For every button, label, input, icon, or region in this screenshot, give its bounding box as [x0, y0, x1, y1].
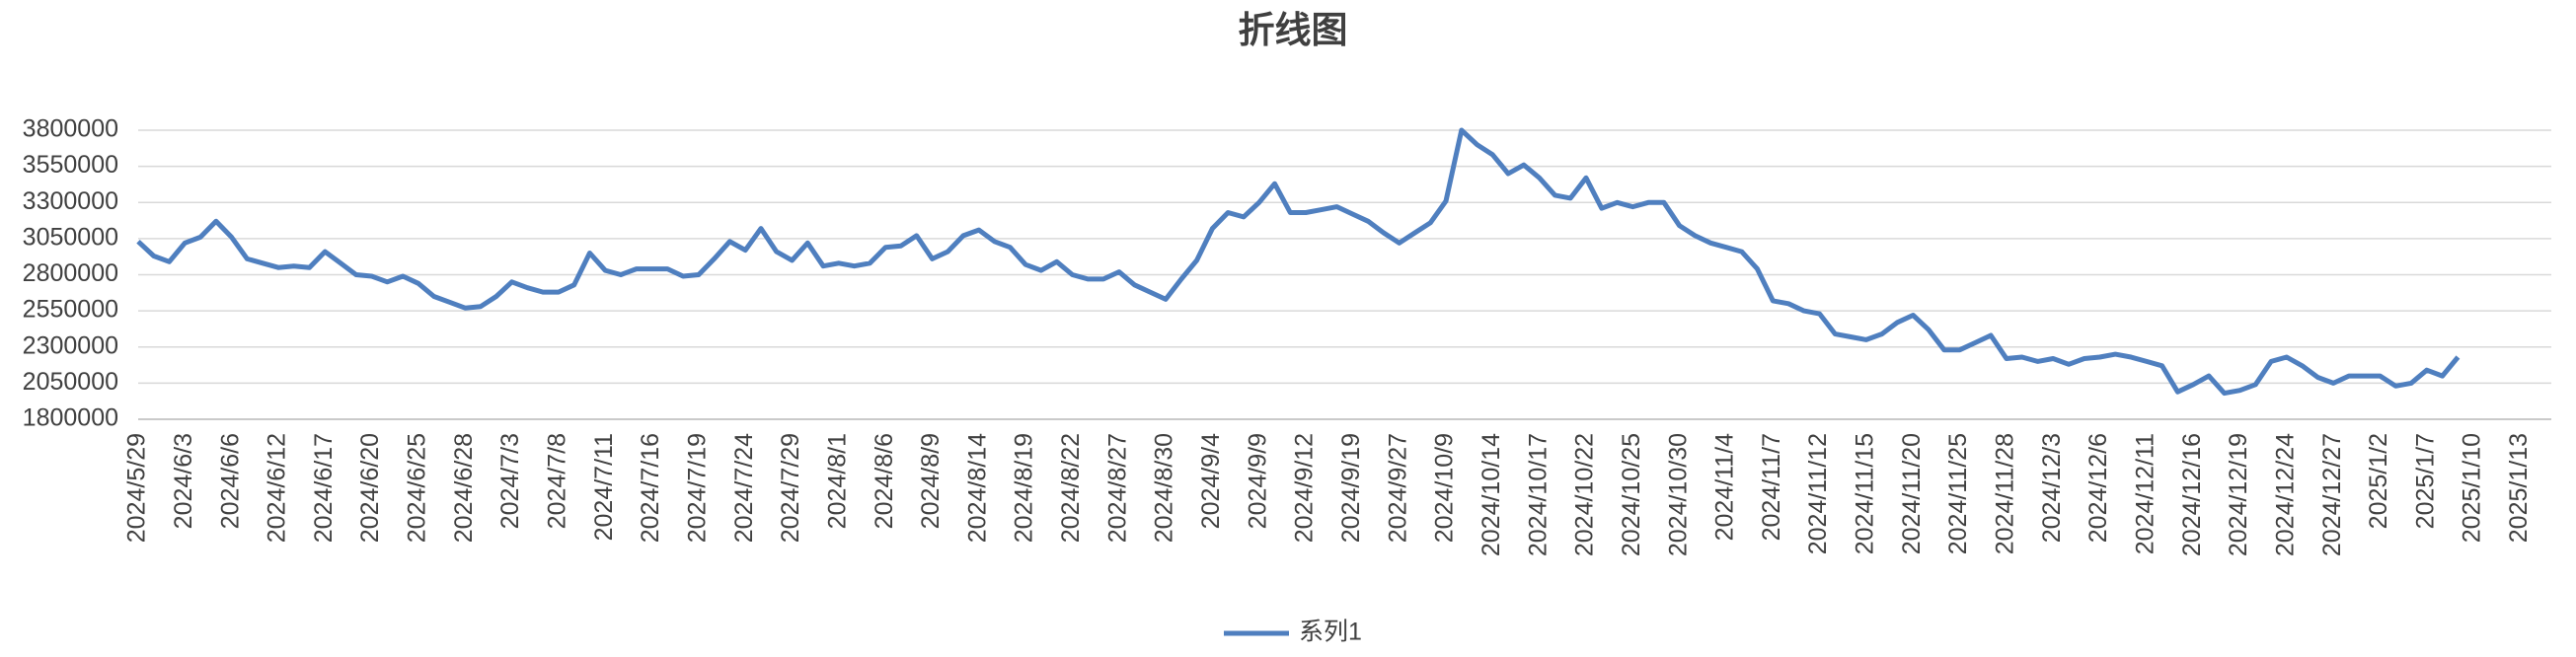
x-tick-label: 2024/7/3	[496, 433, 524, 529]
x-tick-label: 2024/12/19	[2225, 433, 2252, 556]
x-tick-label: 2024/11/25	[1944, 433, 1972, 554]
x-tick-label: 2024/12/27	[2318, 433, 2346, 556]
x-tick-label: 2024/12/6	[2084, 433, 2112, 543]
x-tick-label: 2024/11/7	[1758, 433, 1785, 541]
x-tick-label: 2024/9/9	[1244, 433, 1271, 529]
x-tick-label: 2024/6/17	[310, 433, 338, 543]
x-tick-label: 2024/12/3	[2038, 433, 2066, 543]
x-tick-label: 2024/6/25	[404, 433, 431, 543]
x-tick-label: 2025/1/7	[2411, 433, 2439, 529]
x-tick-label: 2025/1/10	[2459, 433, 2486, 543]
y-tick-label: 3050000	[23, 223, 118, 251]
x-tick-label: 2024/8/6	[871, 433, 898, 529]
x-tick-label: 2024/9/12	[1291, 433, 1319, 543]
x-tick-label: 2024/8/19	[1011, 433, 1038, 543]
x-tick-label: 2024/8/9	[917, 433, 945, 529]
x-tick-label: 2024/10/25	[1618, 433, 1645, 556]
x-tick-label: 2025/1/13	[2505, 433, 2533, 543]
legend-label: 系列1	[1299, 619, 1362, 646]
x-tick-label: 2024/6/20	[356, 433, 384, 543]
x-tick-label: 2024/12/11	[2131, 433, 2159, 554]
x-tick-label: 2024/10/22	[1571, 433, 1599, 556]
x-tick-label: 2024/11/20	[1898, 433, 1926, 554]
x-tick-label: 2024/8/1	[823, 433, 851, 529]
x-tick-label: 2024/9/19	[1337, 433, 1365, 543]
x-tick-label: 2024/11/12	[1804, 433, 1832, 554]
x-tick-label: 2024/12/24	[2271, 433, 2299, 556]
chart-title: 折线图	[1239, 10, 1348, 50]
y-tick-label: 2050000	[23, 368, 118, 396]
x-tick-label: 2024/11/4	[1711, 433, 1739, 541]
x-tick-label: 2024/11/15	[1852, 433, 1879, 554]
x-tick-label: 2024/9/4	[1197, 433, 1225, 529]
x-tick-label: 2024/11/28	[1992, 433, 2019, 554]
x-tick-label: 2024/9/27	[1384, 433, 1411, 543]
x-tick-label: 2024/7/19	[683, 433, 711, 543]
x-tick-label: 2024/8/22	[1057, 433, 1085, 543]
x-tick-label: 2024/7/16	[637, 433, 664, 543]
y-tick-label: 2300000	[23, 331, 118, 359]
x-tick-label: 2024/10/30	[1664, 433, 1692, 556]
x-tick-label: 2024/5/29	[123, 433, 151, 543]
x-tick-label: 2024/6/12	[264, 433, 291, 543]
y-tick-label: 2800000	[23, 259, 118, 287]
y-tick-label: 3550000	[23, 151, 118, 179]
x-tick-label: 2024/6/28	[450, 433, 478, 543]
x-tick-label: 2024/7/24	[730, 433, 758, 543]
x-tick-label: 2024/10/17	[1524, 433, 1552, 556]
x-tick-label: 2024/6/3	[170, 433, 197, 529]
x-tick-label: 2024/6/6	[216, 433, 244, 529]
x-tick-label: 2024/7/11	[590, 433, 618, 541]
x-tick-label: 2025/1/2	[2365, 433, 2392, 529]
x-tick-label: 2024/8/14	[963, 433, 991, 543]
x-tick-label: 2024/7/8	[544, 433, 571, 529]
y-tick-label: 1800000	[23, 404, 118, 432]
x-tick-label: 2024/10/14	[1477, 433, 1505, 556]
x-tick-label: 2024/7/29	[777, 433, 804, 543]
y-tick-label: 3300000	[23, 187, 118, 215]
x-tick-label: 2024/8/27	[1103, 433, 1131, 543]
y-tick-label: 3800000	[23, 115, 118, 143]
line-series	[136, 127, 2461, 397]
x-tick-label: 2024/8/30	[1151, 433, 1178, 543]
x-tick-label: 2024/10/9	[1431, 433, 1459, 543]
y-tick-label: 2550000	[23, 296, 118, 324]
x-tick-label: 2024/12/16	[2178, 433, 2206, 556]
